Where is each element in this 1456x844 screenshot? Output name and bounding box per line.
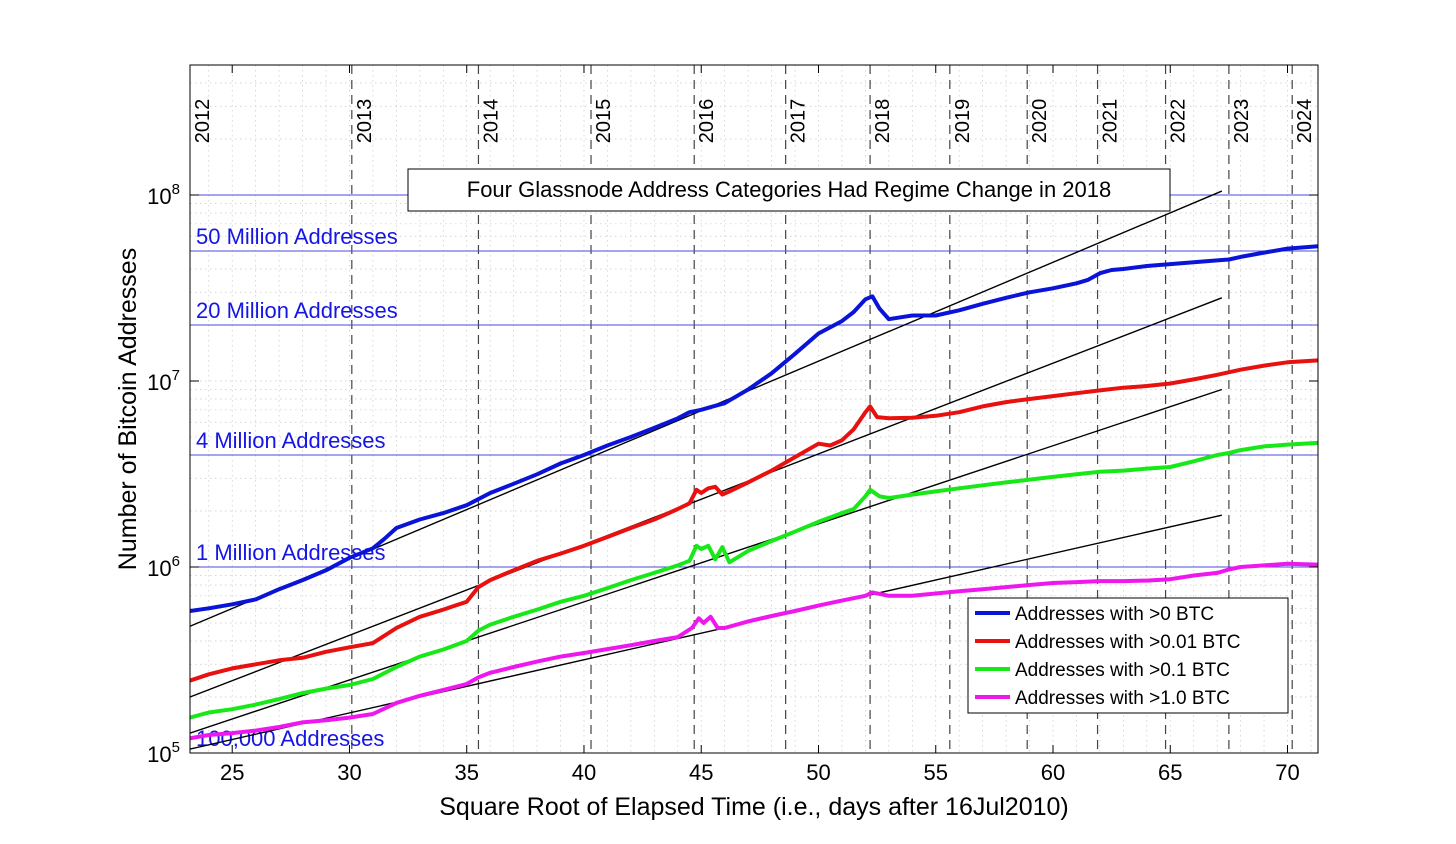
legend-label-3: Addresses with >1.0 BTC — [1015, 688, 1230, 709]
y-tick-label: 107 — [147, 367, 180, 395]
year-label: 2020 — [1029, 99, 1051, 144]
year-label: 2013 — [354, 99, 376, 144]
y-tick-label: 106 — [147, 553, 180, 581]
y-axis-title: Number of Bitcoin Addresses — [114, 248, 142, 570]
year-label: 2022 — [1168, 99, 1190, 144]
data-series — [190, 244, 1318, 741]
trend-line — [190, 297, 1223, 698]
year-label: 2015 — [593, 99, 615, 144]
year-label: 2017 — [788, 99, 810, 144]
reference-label: 20 Million Addresses — [196, 298, 398, 323]
x-tick-label: 35 — [454, 760, 478, 785]
trend-line — [190, 514, 1223, 750]
chart-title-box: Four Glassnode Address Categories Had Re… — [407, 168, 1171, 212]
x-tick-label: 25 — [220, 760, 244, 785]
y-tick-label: 105 — [147, 739, 180, 767]
reference-label: 100,000 Addresses — [196, 726, 384, 751]
x-tick-label: 50 — [806, 760, 830, 785]
trend-line — [190, 388, 1223, 734]
reference-label: 50 Million Addresses — [196, 224, 398, 249]
x-tick-label: 40 — [572, 760, 596, 785]
series-line-3 — [190, 561, 1318, 741]
x-tick-label: 45 — [689, 760, 713, 785]
year-label: 2018 — [872, 99, 894, 144]
legend: Addresses with >0 BTC Addresses with >0.… — [967, 597, 1289, 714]
x-ticks: 25 30 35 40 45 50 55 60 65 70 — [220, 65, 1300, 785]
year-label: 2012 — [192, 99, 214, 144]
legend-label-0: Addresses with >0 BTC — [1015, 604, 1214, 625]
reference-lines: 100,000 Addresses 1 Million Addresses 4 Mi… — [190, 194, 1318, 754]
x-tick-label: 60 — [1041, 760, 1065, 785]
x-tick-label: 30 — [337, 760, 361, 785]
legend-box — [967, 597, 1289, 714]
series-line-1 — [190, 358, 1318, 683]
year-label: 2023 — [1231, 99, 1253, 144]
series-line-2 — [190, 440, 1318, 720]
year-label: 2014 — [480, 99, 502, 144]
series-line-0 — [190, 244, 1318, 613]
plot-frame — [189, 64, 1319, 754]
x-tick-label: 55 — [924, 760, 948, 785]
y-tick-label: 108 — [147, 181, 180, 209]
x-axis-title: Square Root of Elapsed Time (i.e., days … — [439, 793, 1069, 821]
year-label: 2021 — [1100, 99, 1122, 144]
year-label: 2024 — [1294, 99, 1316, 144]
chart-title: Four Glassnode Address Categories Had Re… — [467, 177, 1112, 202]
x-tick-label: 65 — [1158, 760, 1182, 785]
x-tick-label: 70 — [1275, 760, 1299, 785]
legend-label-2: Addresses with >0.1 BTC — [1015, 660, 1230, 681]
reference-label: 1 Million Addresses — [196, 540, 386, 565]
y-ticks: 105 106 107 108 — [147, 181, 1318, 767]
legend-label-1: Addresses with >0.01 BTC — [1015, 632, 1240, 653]
reference-label: 4 Million Addresses — [196, 428, 386, 453]
year-markers: 2012 2013 2014 2015 2016 2017 2018 2019 2020 2021… — [192, 65, 1316, 753]
year-label: 2016 — [696, 99, 718, 144]
year-label: 2019 — [952, 99, 974, 144]
